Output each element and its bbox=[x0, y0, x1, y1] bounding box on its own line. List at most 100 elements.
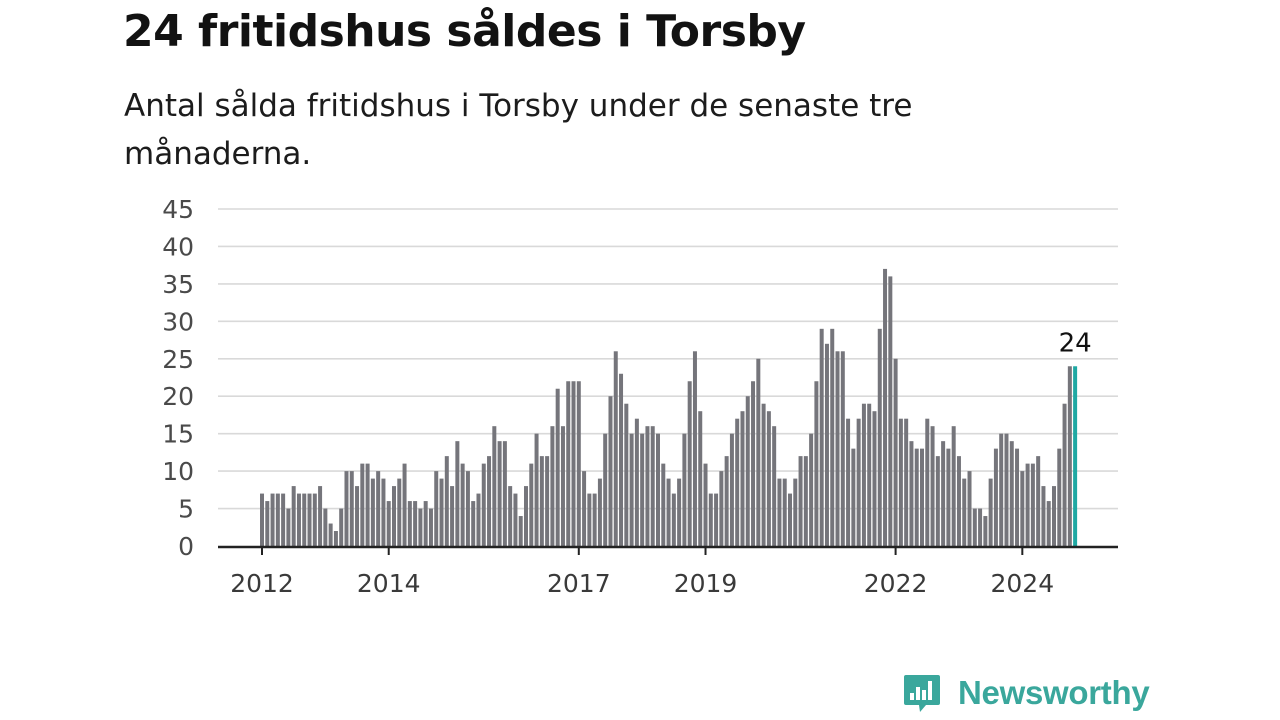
bar bbox=[328, 523, 333, 546]
bar bbox=[935, 456, 940, 546]
bar bbox=[619, 373, 624, 546]
bar bbox=[809, 433, 814, 546]
bar bbox=[692, 351, 697, 546]
brand-name: Newsworthy bbox=[958, 674, 1150, 711]
bar bbox=[888, 276, 893, 546]
bar bbox=[740, 411, 745, 546]
bar bbox=[661, 463, 666, 546]
bar bbox=[999, 433, 1004, 546]
bar bbox=[571, 381, 576, 546]
bar bbox=[386, 501, 391, 546]
bar bbox=[418, 508, 423, 546]
bar bbox=[761, 403, 766, 546]
bar bbox=[502, 441, 507, 546]
x-axis: 2012 2014 2017 2019 2022 2024 bbox=[218, 545, 1118, 598]
bar bbox=[576, 381, 581, 546]
bar bbox=[497, 441, 502, 546]
bar bbox=[909, 441, 914, 546]
bar bbox=[1052, 486, 1056, 546]
bar bbox=[645, 426, 650, 546]
bar bbox=[476, 493, 481, 546]
bar bbox=[560, 426, 565, 546]
bar bbox=[603, 433, 608, 546]
bar bbox=[323, 508, 328, 546]
bar bbox=[307, 493, 312, 546]
bar bbox=[365, 463, 370, 546]
bar bbox=[407, 501, 412, 546]
bar bbox=[729, 433, 734, 546]
bar bbox=[735, 418, 740, 546]
bar bbox=[428, 508, 433, 546]
y-tick-label: 40 bbox=[162, 232, 194, 261]
bar bbox=[798, 456, 803, 546]
bar bbox=[1036, 456, 1041, 546]
x-tick-label: 2017 bbox=[547, 569, 611, 598]
bar bbox=[471, 501, 476, 546]
bar bbox=[962, 478, 967, 546]
bar bbox=[698, 411, 703, 546]
bar bbox=[856, 418, 861, 546]
bar bbox=[434, 471, 439, 546]
bar bbox=[492, 426, 497, 546]
bar bbox=[930, 426, 935, 546]
bar bbox=[460, 463, 465, 546]
bar bbox=[867, 403, 872, 546]
bar bbox=[481, 463, 486, 546]
bar bbox=[513, 493, 518, 546]
bar bbox=[624, 403, 629, 546]
bar bbox=[444, 456, 449, 546]
y-tick-label: 5 bbox=[178, 495, 194, 524]
chart-bars bbox=[260, 268, 1078, 546]
bar bbox=[666, 478, 671, 546]
bar bbox=[550, 426, 555, 546]
bar bbox=[281, 493, 286, 546]
bar bbox=[296, 493, 301, 546]
bar bbox=[1067, 366, 1072, 546]
bar bbox=[745, 396, 750, 546]
bar bbox=[925, 418, 930, 546]
bar bbox=[893, 358, 898, 546]
bar bbox=[413, 501, 418, 546]
y-tick-label: 10 bbox=[162, 457, 194, 486]
bar bbox=[566, 381, 571, 546]
bar bbox=[714, 493, 719, 546]
bar bbox=[349, 471, 354, 546]
bar bbox=[260, 493, 264, 546]
y-axis-ticks: 0 5 10 15 20 25 30 35 40 45 bbox=[162, 195, 194, 561]
bar bbox=[835, 351, 840, 546]
bar bbox=[708, 493, 713, 546]
bar bbox=[1025, 463, 1030, 546]
bar bbox=[397, 478, 402, 546]
bar bbox=[814, 381, 819, 546]
bar bbox=[270, 493, 275, 546]
bar bbox=[360, 463, 365, 546]
x-tick-label: 2012 bbox=[230, 569, 294, 598]
bar bbox=[777, 478, 782, 546]
bar bbox=[904, 418, 909, 546]
bar bbox=[978, 508, 983, 546]
bar bbox=[687, 381, 692, 546]
bar bbox=[1062, 403, 1067, 546]
bar bbox=[1041, 486, 1046, 546]
x-tick-label: 2022 bbox=[864, 569, 928, 598]
bar bbox=[370, 478, 375, 546]
bar bbox=[592, 493, 597, 546]
bar bbox=[993, 448, 998, 546]
bar bbox=[312, 493, 317, 546]
bar bbox=[819, 328, 824, 546]
bar bbox=[302, 493, 307, 546]
x-tick-label: 2014 bbox=[357, 569, 421, 598]
bar bbox=[1009, 441, 1014, 546]
page-title: 24 fritidshus såldes i Torsby bbox=[123, 6, 806, 57]
bar bbox=[508, 486, 513, 546]
bar bbox=[756, 358, 761, 546]
x-tick-label: 2024 bbox=[991, 569, 1055, 598]
y-tick-label: 45 bbox=[162, 195, 194, 224]
bar bbox=[656, 433, 660, 546]
bar bbox=[597, 478, 602, 546]
brand-logo: Newsworthy bbox=[902, 670, 1150, 716]
bar bbox=[1057, 448, 1062, 546]
bar bbox=[640, 433, 645, 546]
bar bbox=[682, 433, 687, 546]
bar bbox=[265, 501, 270, 546]
